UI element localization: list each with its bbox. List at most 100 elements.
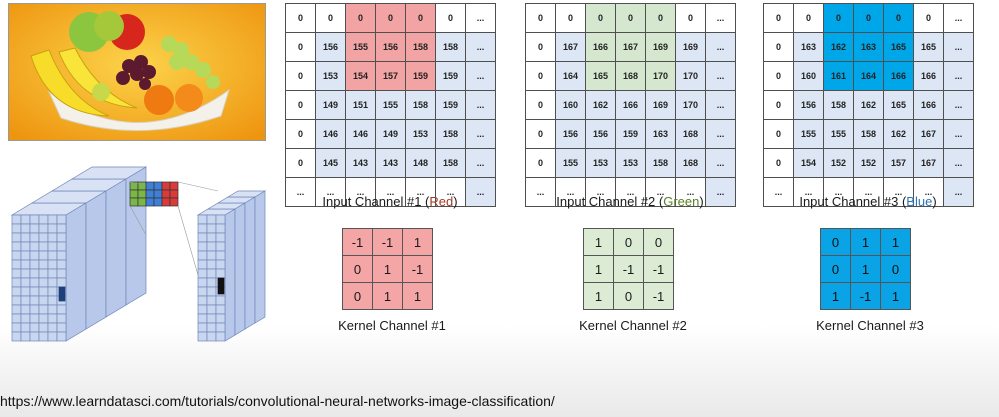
cube-cell <box>169 197 179 207</box>
matrix-cell: ... <box>705 148 736 178</box>
cube-cell <box>215 313 226 324</box>
matrix-cell: 0 <box>913 3 944 33</box>
cube-cell <box>197 313 208 324</box>
matrix-cell: 0 <box>525 3 556 33</box>
caption-prefix: Input Channel #3 ( <box>799 194 907 209</box>
matrix-cell: 149 <box>375 119 406 149</box>
matrix-cell: 162 <box>883 119 914 149</box>
input-channel-3-matrix: 0 0 0 0 0 0... 0 163 162 163 165 165... 0 160 161 164 16… <box>763 3 974 207</box>
fruit-bowl-image <box>8 3 266 141</box>
cube-cell <box>145 181 155 191</box>
matrix-cell: 165 <box>883 90 914 120</box>
cube-cell <box>47 232 58 243</box>
matrix-cell: 0 <box>315 3 346 33</box>
matrix-cell: 143 <box>345 148 376 178</box>
cube-cell <box>56 232 67 243</box>
cube-cell <box>161 197 171 207</box>
cube-cell <box>29 259 40 270</box>
matrix-cell: ... <box>465 177 496 207</box>
cube-cell <box>56 259 67 270</box>
caption-suffix: ) <box>699 194 704 209</box>
input-channel-2-caption: Input Channel #2 (Green) <box>525 194 735 209</box>
matrix-cell: 149 <box>315 90 346 120</box>
matrix-cell: 166 <box>615 90 646 120</box>
cube-cell <box>38 223 49 234</box>
matrix-cell: 154 <box>345 61 376 91</box>
matrix-cell: ... <box>615 177 646 207</box>
cube-cell <box>56 214 67 225</box>
cube-cell <box>29 268 40 279</box>
cube-cell <box>11 223 22 234</box>
matrix-cell: 168 <box>615 61 646 91</box>
cube-cell <box>56 268 67 279</box>
matrix-cell: ... <box>375 177 406 207</box>
matrix-row: 0 167 166 167 169 169... <box>525 32 736 62</box>
cube-cell <box>38 214 49 225</box>
matrix-cell: ... <box>943 61 974 91</box>
matrix-cell: 153 <box>585 148 616 178</box>
cube-cell <box>47 214 58 225</box>
cube-cell <box>11 268 22 279</box>
matrix-cell: 0 <box>525 61 556 91</box>
caption-suffix: ) <box>932 194 937 209</box>
kernel-row: 1 -1 -1 <box>583 255 674 283</box>
caption-prefix: Input Channel #2 ( <box>556 194 664 209</box>
matrix-cell: 0 <box>763 3 794 33</box>
matrix-cell: ... <box>465 148 496 178</box>
cube-cell <box>153 197 163 207</box>
cube-face <box>234 202 246 336</box>
matrix-cell: 145 <box>315 148 346 178</box>
cube-cell <box>197 268 208 279</box>
cube-cell <box>129 197 139 207</box>
matrix-cell: 153 <box>615 148 646 178</box>
matrix-row: 0 155 155 158 162 167... <box>763 119 974 149</box>
cube-cell <box>20 223 31 234</box>
kernel-channel-2-matrix: 1 0 0 1 -1 -1 1 0 -1 <box>583 228 674 310</box>
cube-cell <box>137 197 147 207</box>
cube-cell <box>11 214 22 225</box>
cube-face <box>65 202 87 342</box>
kernel-cell: 0 <box>643 228 674 256</box>
kernel-cell: 0 <box>820 228 851 256</box>
cube-cell <box>20 304 31 315</box>
cube-cell <box>29 241 40 252</box>
matrix-cell: 160 <box>555 90 586 120</box>
cube-cell <box>206 250 217 261</box>
convolution-volume-diagram <box>10 166 267 342</box>
cube-cell <box>47 241 58 252</box>
input-channel-3-caption: Input Channel #3 (Blue) <box>763 194 973 209</box>
cube-cell <box>11 259 22 270</box>
kernel-cell: 1 <box>583 255 614 283</box>
cube-face <box>244 196 256 330</box>
cube-cell <box>47 223 58 234</box>
cube-cell <box>169 189 179 199</box>
kernel-cell: 0 <box>342 255 373 283</box>
matrix-cell: 159 <box>405 61 436 91</box>
matrix-cell: 168 <box>675 148 706 178</box>
cube-cell <box>38 268 49 279</box>
cube-cell <box>38 232 49 243</box>
caption-prefix: Input Channel #1 ( <box>322 194 430 209</box>
matrix-cell: 152 <box>853 148 884 178</box>
cube-cell <box>29 250 40 261</box>
matrix-row: 0 146 146 149 153 158... <box>285 119 496 149</box>
cube-cell <box>47 313 58 324</box>
matrix-cell: 155 <box>345 32 376 62</box>
kernel-cell: -1 <box>643 282 674 310</box>
cube-cell <box>197 250 208 261</box>
kernel-cell: 1 <box>820 282 851 310</box>
kernel-row: 0 1 -1 <box>342 255 433 283</box>
cube-face <box>85 190 107 330</box>
kernel-cell: 1 <box>583 228 614 256</box>
matrix-cell: 0 <box>585 3 616 33</box>
cube-cell <box>29 232 40 243</box>
cube-cell <box>47 259 58 270</box>
matrix-cell: 161 <box>823 61 854 91</box>
matrix-cell: 0 <box>525 148 556 178</box>
cube-cell <box>153 189 163 199</box>
matrix-cell: 156 <box>555 119 586 149</box>
matrix-cell: 156 <box>793 90 824 120</box>
cube-cell <box>20 295 31 306</box>
matrix-row: ..................... <box>285 177 496 207</box>
cube-cell <box>38 295 49 306</box>
